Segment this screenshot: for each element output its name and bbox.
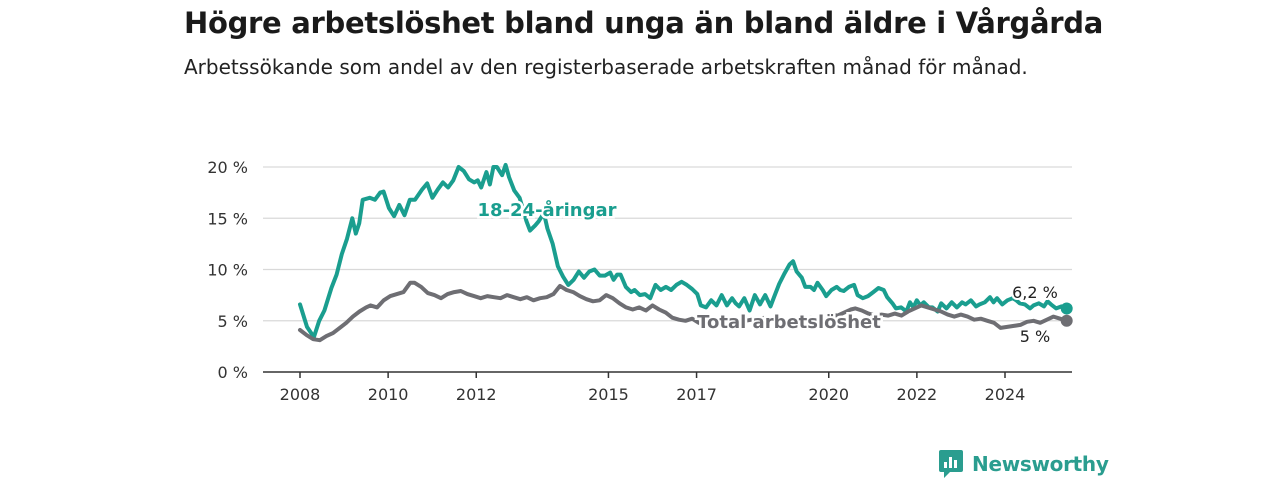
brand-name: Newsworthy	[972, 452, 1109, 476]
newsworthy-logo[interactable]: Newsworthy	[938, 449, 1109, 479]
gridlines	[263, 166, 1072, 322]
x-tick-label: 2008	[280, 385, 321, 404]
series-label-total: Total arbetslöshet	[697, 312, 881, 333]
x-tick-label: 2015	[588, 385, 629, 404]
chart-title: Högre arbetslöshet bland unga än bland ä…	[184, 6, 1103, 40]
series-label-youth: 18-24-åringar	[478, 199, 617, 221]
series-labels: 18-24-åringar Total arbetslöshet 6,2 % 5 %	[475, 197, 1060, 349]
x-tick-label: 2017	[676, 385, 717, 404]
chart-subtitle: Arbetssökande som andel av den registerb…	[184, 55, 1028, 79]
series-end-point	[1060, 302, 1073, 315]
y-tick-label: 10 %	[207, 261, 248, 280]
axes: 0 % 5 % 10 % 15 % 20 % 2008 2010 2012 2015 2017 20…	[207, 158, 1072, 404]
x-tick-label: 2012	[456, 385, 497, 404]
x-tick-label: 2022	[897, 385, 938, 404]
series-lines	[298, 162, 1073, 343]
series-line-youth	[298, 162, 1069, 340]
y-tick-label: 20 %	[207, 158, 248, 177]
y-tick-label: 5 %	[218, 312, 248, 331]
y-tick-label: 15 %	[207, 209, 248, 228]
end-value-total: 5 %	[1020, 327, 1050, 346]
y-tick-label: 0 %	[218, 363, 248, 382]
series-end-point	[1060, 314, 1073, 327]
x-tick-label: 2024	[985, 385, 1026, 404]
newsworthy-logo-icon	[939, 450, 963, 478]
x-tick-label: 2020	[808, 385, 849, 404]
end-value-youth: 6,2 %	[1012, 283, 1058, 302]
series-line-total	[298, 280, 1069, 343]
x-tick-label: 2010	[368, 385, 409, 404]
